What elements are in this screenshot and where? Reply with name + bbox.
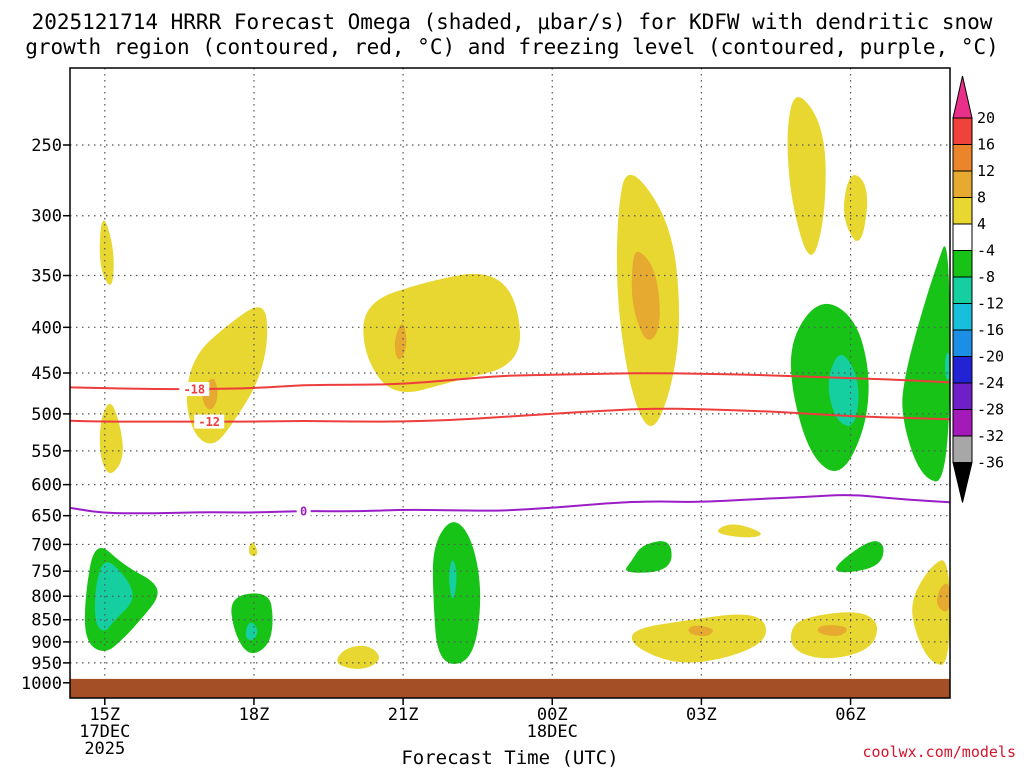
omega-region-16 [688,625,713,637]
x-tick-label-21-0: 21Z [388,705,419,725]
y-tick-label-450: 450 [31,364,62,384]
y-tick-label-1000: 1000 [21,674,62,694]
colorbar-segment-9 [952,356,973,384]
colorbar-segment-11 [952,409,973,437]
omega-region-17 [817,625,847,637]
y-tick-label-750: 750 [31,562,62,582]
colorbar-segment-10 [952,382,973,410]
omega-region-3 [249,542,258,556]
x-tick-label-15-0: 15Z [89,705,120,725]
colorbar-segment-2 [952,170,973,198]
y-tick-label-300: 300 [31,207,62,227]
omega-region-10 [631,614,766,663]
y-tick-label-550: 550 [31,442,62,462]
plot-frame [69,67,951,699]
colorbar-label-10: -24 [977,374,1004,392]
x-tick-label-15-2: 2025 [84,739,125,759]
y-axis: 2503003504004505005506006507007508008509… [21,136,70,694]
colorbar-top-triangle [952,75,973,119]
y-tick-label-850: 850 [31,611,62,631]
freezing-level-contour-label-0: 0 [300,504,307,518]
omega-region-24 [836,541,884,573]
x-tick-label-24-1: 18DEC [527,722,578,742]
y-tick-label-600: 600 [31,476,62,496]
credit-text: coolwx.com/models [862,743,1016,761]
omega-region-5 [337,645,379,669]
colorbar-label-9: -20 [977,348,1004,366]
omega-region-18 [936,583,950,612]
x-tick-label-15-1: 17DEC [79,722,130,742]
colorbar-label-5: -4 [977,242,995,260]
x-tick-label-18-0: 18Z [239,705,270,725]
omega-region-21 [432,522,481,664]
colorbar-label-11: -28 [977,401,1004,419]
colorbar: 20 16 12 8 4 -4 -8 -12 -16 -20 -24 -28 -32 -36 [952,75,1004,503]
omega-region-9 [718,524,761,538]
omega-region-13 [631,251,660,340]
colorbar-bottom-triangle [952,462,973,503]
colorbar-label-2: 12 [977,162,995,180]
colorbar-segment-5 [952,250,973,278]
chart-title-line-2: growth region (contoured, red, °C) and f… [25,35,999,59]
colorbar-segment-3 [952,197,973,225]
y-tick-label-400: 400 [31,318,62,338]
omega-region-0 [99,220,114,285]
y-tick-label-900: 900 [31,633,62,653]
x-tick-label-27-0: 03Z [686,705,717,725]
plot-area: -18 -12 0 [70,68,950,698]
y-tick-label-700: 700 [31,535,62,555]
colorbar-label-4: 4 [977,215,986,233]
colorbar-segment-4 [952,223,973,251]
omega-region-2 [186,307,268,444]
ground-surface [70,678,950,698]
colorbar-label-1: 16 [977,136,995,154]
y-tick-label-350: 350 [31,267,62,287]
omega-region-8 [843,175,868,241]
omega-shading [84,97,950,669]
colorbar-label-3: 8 [977,189,986,207]
omega-region-22 [625,541,672,573]
omega-region-25 [902,246,950,482]
omega-region-28 [449,560,457,599]
colorbar-segment-8 [952,329,973,357]
x-tick-label-30-0: 06Z [835,705,866,725]
freezing-level-contour-label-bg-0 [296,503,311,518]
colorbar-segment-0 [952,117,973,145]
colorbar-label-13: -36 [977,454,1004,472]
freezing-level-contour-line-0 [70,494,950,515]
dendritic-contour-label-0: -18 [183,383,205,397]
omega-region-12 [912,560,950,665]
colorbar-segment-12 [952,435,973,463]
colorbar-segment-7 [952,303,973,331]
x-tick-label-24-0: 00Z [537,705,568,725]
x-axis-title: Forecast Time (UTC) [401,747,618,768]
dendritic-contour-label-1: -12 [198,415,220,429]
dendritic-contour-label-bg-1 [194,414,225,429]
colorbar-label-7: -12 [977,295,1004,313]
dendritic-contour-label-bg-0 [179,382,210,397]
dendritic-contour-line-1 [70,407,950,423]
contours: -18 -12 0 [70,372,950,518]
y-tick-label-250: 250 [31,136,62,156]
colorbar-segment-6 [952,276,973,304]
y-tick-label-950: 950 [31,654,62,674]
y-tick-label-800: 800 [31,587,62,607]
colorbar-label-6: -8 [977,268,995,286]
colorbar-label-8: -16 [977,321,1004,339]
colorbar-label-12: -32 [977,427,1004,445]
y-tick-label-650: 650 [31,507,62,527]
colorbar-segment-1 [952,144,973,172]
y-tick-label-500: 500 [31,405,62,425]
omega-region-4 [363,273,521,393]
chart-title-line-1: 2025121714 HRRR Forecast Omega (shaded, … [32,10,993,34]
colorbar-label-0: 20 [977,109,995,127]
